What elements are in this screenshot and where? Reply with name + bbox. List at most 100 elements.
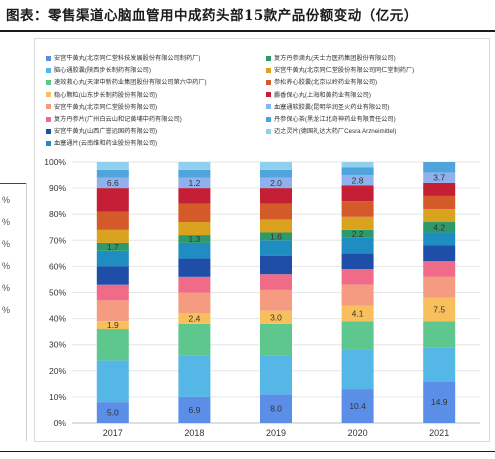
bar-segment	[178, 355, 211, 397]
legend-label: 稳心颗粒(山东步长制药股份有限公司)	[54, 91, 158, 99]
legend-label: 速效救心丸(天津中新药业集团股份有限公司第六中药厂)	[54, 79, 207, 87]
bar-segment	[260, 323, 292, 356]
x-tick-label: 2020	[348, 428, 368, 438]
bar-segment	[341, 389, 374, 423]
y-tick-label: 80%	[49, 209, 66, 219]
bar-segment	[96, 242, 129, 251]
legend-item: 安宫牛黄丸(北京同仁堂股份有限公司)	[46, 103, 260, 113]
bar-segment	[178, 323, 211, 356]
legend-item: 血塞通软胶囊(昆明华润圣火药业有限公司)	[266, 103, 480, 113]
bar-segment	[178, 292, 211, 314]
bar-segment	[96, 250, 129, 267]
bar-segment	[423, 245, 456, 262]
legend-label: 参松养心胶囊(北京以岭药业有限公司)	[274, 79, 378, 87]
left-fragment-rule	[0, 183, 26, 184]
y-tick-label: 70%	[49, 235, 66, 245]
segment-label: 3.0	[270, 312, 282, 322]
legend-item: 安宫牛黄丸(山西广誉远国药有限公司)	[46, 127, 260, 137]
bar-segment	[178, 177, 211, 189]
bar-segment	[341, 216, 374, 230]
bar-segment	[96, 188, 129, 212]
bar-segment	[178, 188, 211, 204]
y-tick-label: 0%	[54, 418, 67, 428]
legend-swatch	[46, 104, 51, 110]
bar-segment	[96, 229, 129, 243]
legend-item: 复方丹参片(广州白云山和记黄埔中药有限公司)	[46, 115, 260, 125]
left-fragment-tick: %	[2, 195, 11, 205]
legend-swatch	[46, 79, 51, 85]
bar-segment	[423, 347, 456, 382]
bar-segment	[96, 402, 129, 423]
legend-label: 迈之灵片(德国礼达大药厂Cesra Arzneimittel)	[274, 128, 397, 136]
legend-swatch	[46, 67, 51, 73]
legend-swatch	[46, 116, 51, 122]
legend-label: 丹参保心茶(黑龙江北奇神药业有限责任公司)	[274, 116, 396, 123]
bar-segment	[96, 162, 129, 170]
segment-label: 2.4	[188, 314, 200, 324]
legend-swatch	[266, 128, 271, 134]
bar-segment	[341, 175, 374, 186]
segment-label: 3.7	[433, 173, 445, 183]
legend-item: 安宫牛黄丸(北京同仁堂股份有限公司同仁堂制药厂)	[266, 66, 480, 76]
bar-segment	[423, 321, 456, 348]
legend-label: 复方丹参滴丸(天士力医药集团股份有限公司)	[274, 55, 396, 62]
bar-segment	[423, 195, 456, 209]
bar-segment	[341, 201, 374, 217]
legend-swatch	[266, 67, 271, 73]
bar-segment	[341, 305, 374, 322]
x-tick-label: 2021	[429, 428, 449, 438]
y-tick-label: 60%	[49, 261, 66, 271]
bar-segment	[260, 289, 292, 311]
legend-label: 脑心通胶囊(陕西步长制药有限公司)	[54, 67, 151, 75]
legend-swatch	[266, 104, 271, 110]
bar-segment	[423, 261, 456, 277]
legend-label: 安宫牛黄丸(山西广誉远国药有限公司)	[54, 128, 158, 136]
bar-segment	[178, 396, 211, 423]
bar-segment	[260, 169, 292, 178]
bar-segment	[423, 276, 456, 298]
legend-item: 血塞通片(云南维和药业股份有限公司)	[46, 139, 260, 149]
bar-segment	[96, 360, 129, 403]
legend-swatch	[266, 116, 271, 122]
bar-segment	[178, 242, 211, 259]
x-tick-label: 2019	[266, 428, 286, 438]
segment-label: 5.0	[107, 408, 119, 418]
bar-segment	[260, 219, 292, 233]
segment-label: 7.5	[433, 304, 445, 314]
left-fragment: % % % % % %	[0, 183, 27, 441]
bar-segment	[341, 321, 374, 350]
chart-title: 图表：零售渠道心脑血管用中成药头部15款产品份额变动（亿元）	[6, 8, 418, 24]
bar-segment	[341, 162, 374, 168]
y-tick-label: 40%	[49, 314, 66, 324]
bar-segment	[96, 177, 129, 189]
bar-segment	[260, 162, 292, 170]
segment-label: 4.1	[352, 308, 364, 318]
left-fragment-tick: %	[2, 217, 11, 227]
segment-label: 1.2	[188, 178, 200, 188]
bar-segment	[341, 237, 374, 254]
bar-segment	[260, 232, 292, 241]
legend-label: 血塞通片(云南维和药业股份有限公司)	[54, 140, 158, 148]
segment-label: 8.0	[270, 404, 282, 414]
bar-segment	[260, 177, 292, 189]
bar-segment	[423, 208, 456, 223]
bar-segment	[178, 169, 211, 178]
legend-swatch	[266, 79, 271, 85]
bar-segment	[96, 321, 129, 330]
left-fragment-tick: %	[2, 305, 11, 315]
bar-segment	[423, 381, 456, 423]
bar-segment	[423, 297, 456, 322]
bar-segment	[260, 274, 292, 290]
bar-segment	[423, 172, 456, 183]
bar-segment	[96, 284, 129, 301]
legend-swatch	[46, 92, 51, 98]
bar-segment	[96, 169, 129, 178]
bar-segment	[341, 269, 374, 285]
bar-segment	[341, 229, 374, 238]
top-rule	[0, 30, 495, 32]
x-tick-label: 2018	[184, 428, 204, 438]
legend-swatch	[46, 140, 51, 146]
legend-swatch	[46, 128, 51, 134]
bar-segment	[423, 162, 456, 173]
segment-label: 1.7	[107, 242, 119, 252]
